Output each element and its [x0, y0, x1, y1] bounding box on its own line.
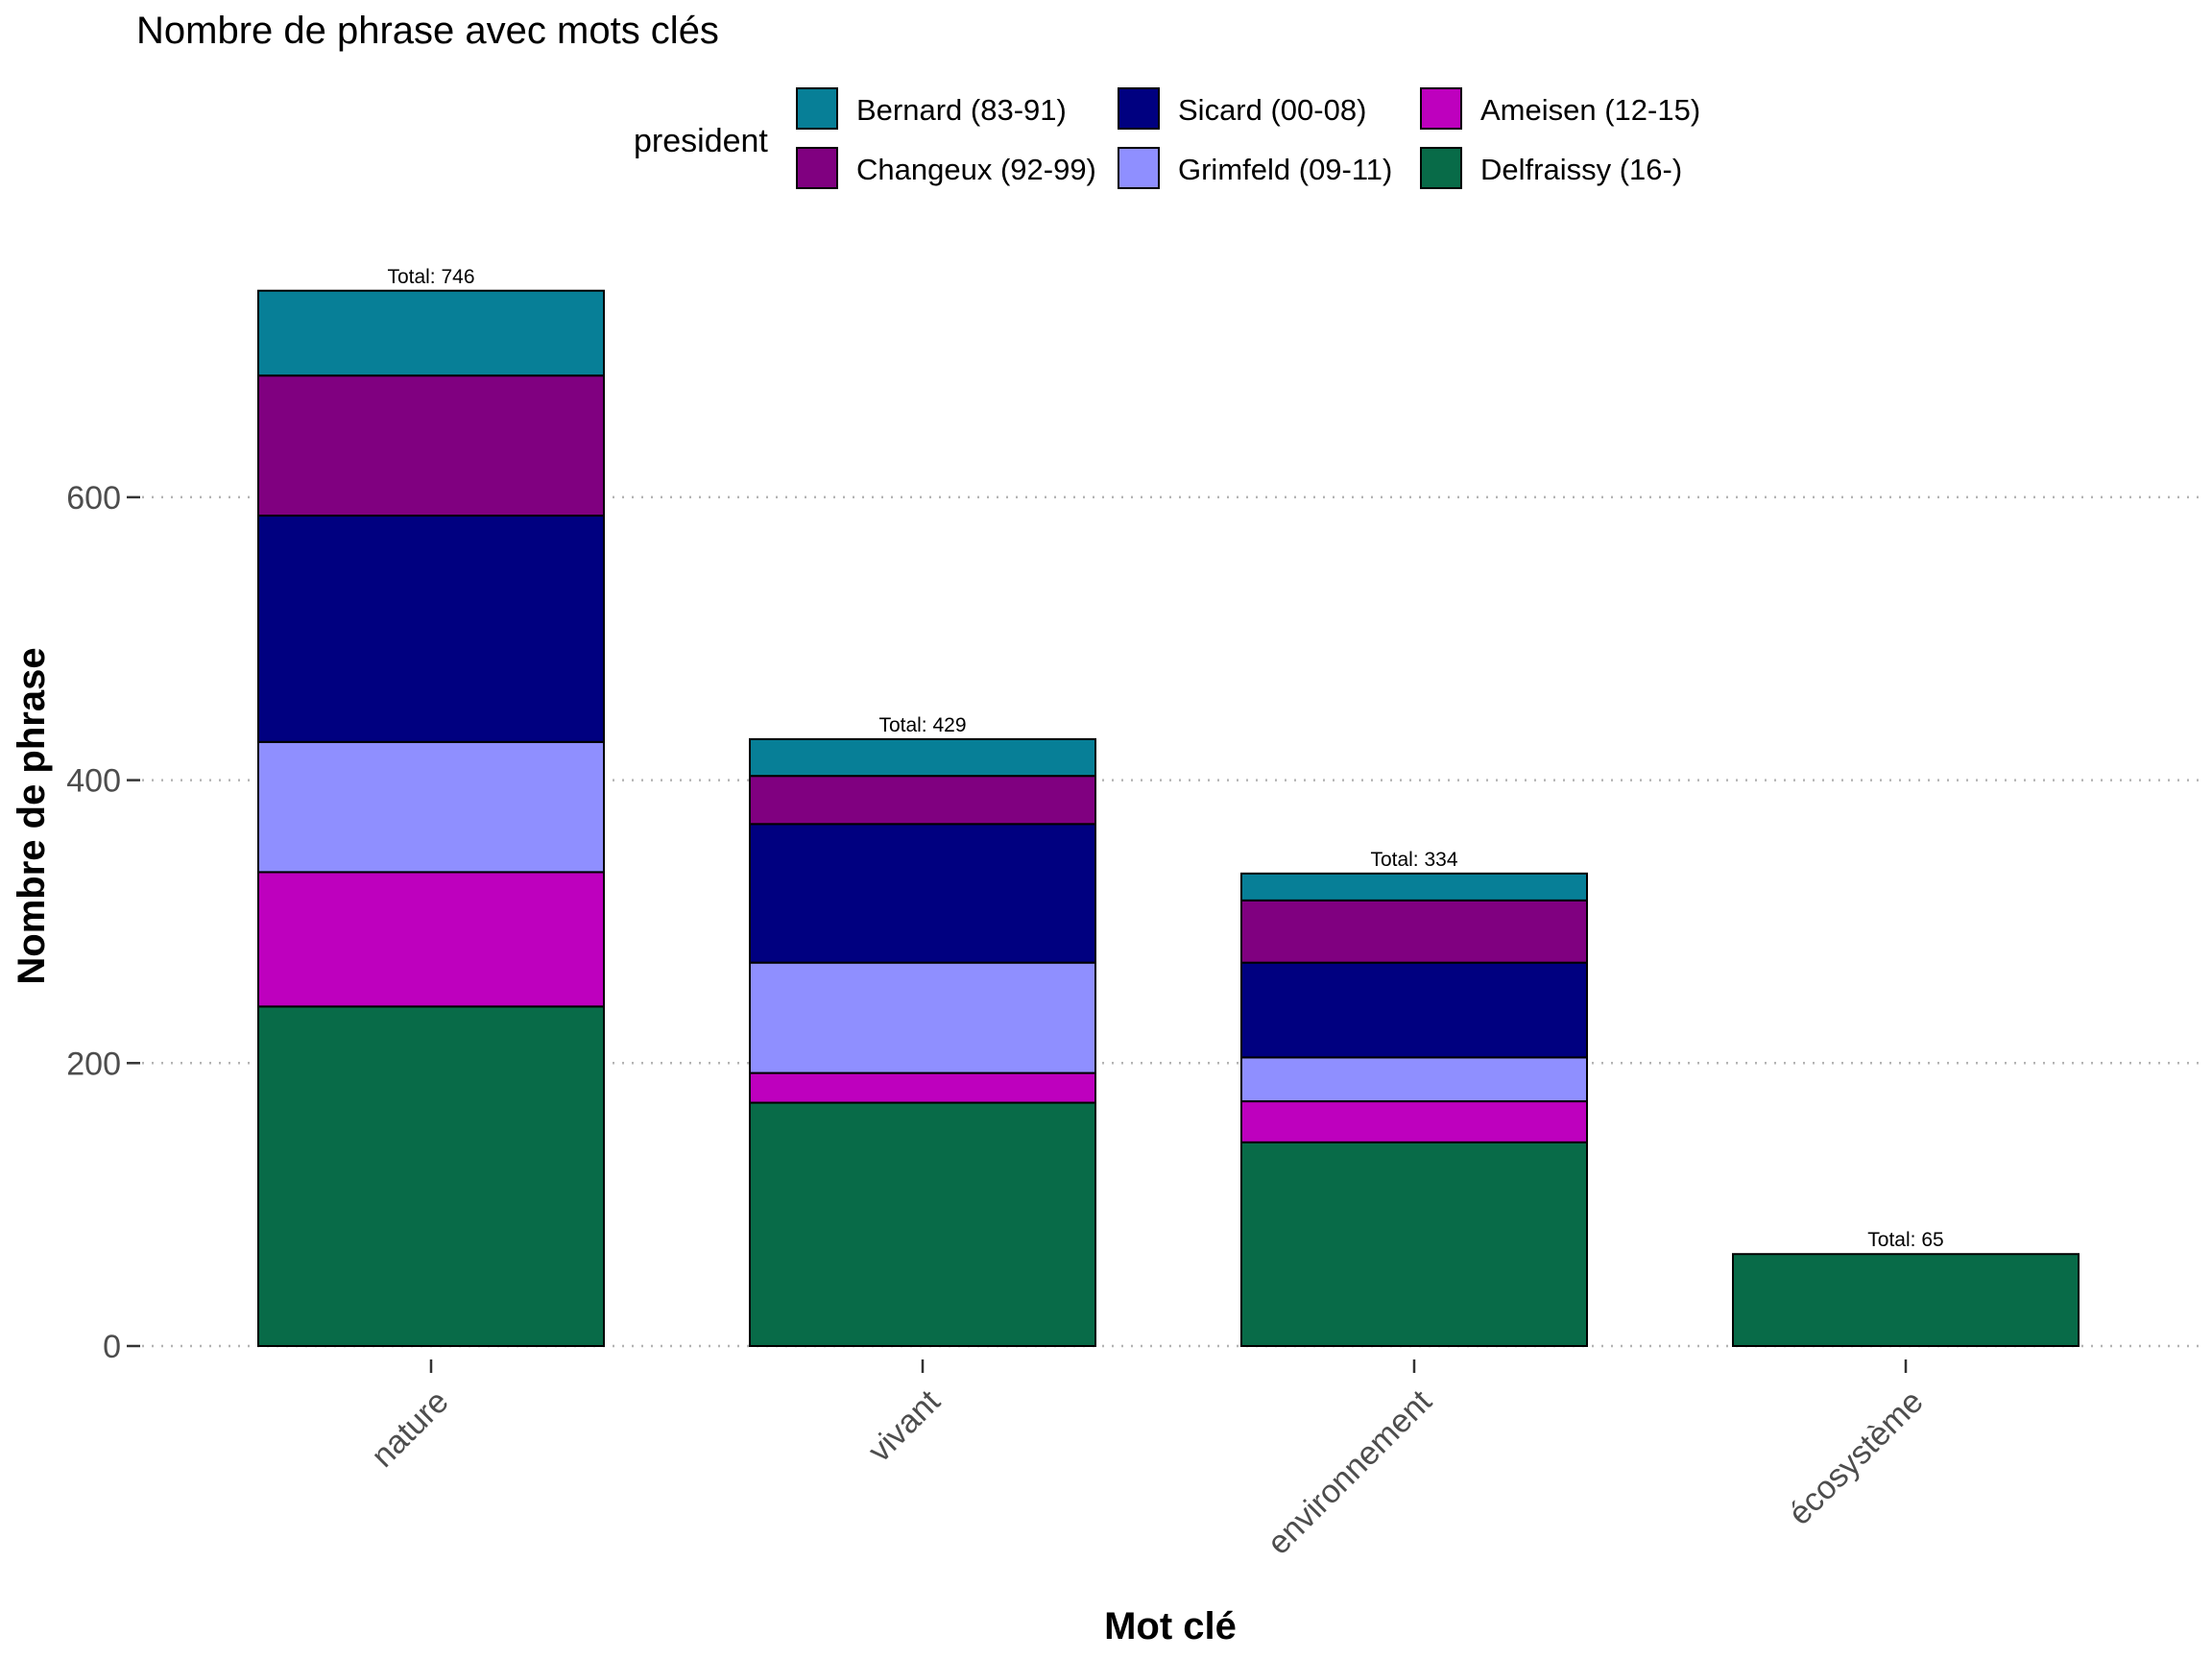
- legend-swatch: [796, 147, 838, 189]
- total-label: Total: 429: [878, 714, 966, 736]
- legend-title: president: [634, 123, 768, 159]
- y-axis: 0 200 400 600: [66, 480, 140, 1365]
- bar-segment: [749, 823, 1096, 964]
- x-tick-label: nature: [365, 1383, 456, 1475]
- bar-segment: [1240, 872, 1588, 902]
- bar-segment: [257, 871, 605, 1008]
- bar-segment: [749, 737, 1096, 778]
- chart-title: Nombre de phrase avec mots clés: [136, 10, 719, 52]
- bar-segment: [1240, 1100, 1588, 1143]
- bar-segment: [1240, 961, 1588, 1059]
- legend-label: Sicard (00-08): [1178, 93, 1366, 127]
- bar-segment: [257, 740, 605, 874]
- x-axis-label: Mot clé: [1104, 1605, 1237, 1647]
- bar-segment: [257, 289, 605, 377]
- x-tick-label: environnement: [1261, 1382, 1439, 1561]
- bar-segment: [749, 775, 1096, 826]
- y-tick-label: 200: [66, 1046, 121, 1082]
- bars: Total: 746 Total: 429 Total: 334 Total: 65: [257, 266, 2080, 1348]
- bar-segment: [257, 515, 605, 743]
- total-label: Total: 746: [387, 266, 474, 288]
- legend-swatch: [1118, 87, 1160, 130]
- bar-segment: [257, 1005, 605, 1347]
- x-tick-label: vivant: [861, 1382, 948, 1469]
- bar-segment: [749, 1101, 1096, 1347]
- y-tick-label: 400: [66, 763, 121, 800]
- total-label: Total: 334: [1370, 849, 1457, 871]
- legend-label: Grimfeld (09-11): [1178, 153, 1392, 186]
- legend-label: Changeux (92-99): [856, 153, 1096, 186]
- bar-segment: [1240, 1141, 1588, 1348]
- x-tick-label: écosystème: [1782, 1383, 1931, 1532]
- legend-swatch: [796, 87, 838, 130]
- bar-segment: [257, 374, 605, 517]
- legend-swatch: [1420, 87, 1462, 130]
- bar-segment: [1732, 1253, 2080, 1348]
- y-tick-label: 0: [103, 1329, 121, 1365]
- legend-label: Delfraissy (16-): [1480, 153, 1682, 186]
- legend-swatch: [1118, 147, 1160, 189]
- legend-label: Bernard (83-91): [856, 93, 1067, 127]
- total-label: Total: 65: [1867, 1229, 1943, 1251]
- legend-swatch: [1420, 147, 1462, 189]
- y-tick-label: 600: [66, 480, 121, 517]
- bar-segment: [749, 961, 1096, 1074]
- legend-label: Ameisen (12-15): [1480, 93, 1700, 127]
- x-axis: nature vivant environnement écosystème: [365, 1359, 1931, 1562]
- bar-segment: [1240, 899, 1588, 964]
- bar-segment: [1240, 1056, 1588, 1103]
- y-axis-label: Nombre de phrase: [11, 647, 53, 984]
- bar-segment: [749, 1071, 1096, 1104]
- legend: president Bernard (83-91) Changeux (92-99…: [634, 87, 1700, 189]
- gridlines: [142, 495, 2200, 1348]
